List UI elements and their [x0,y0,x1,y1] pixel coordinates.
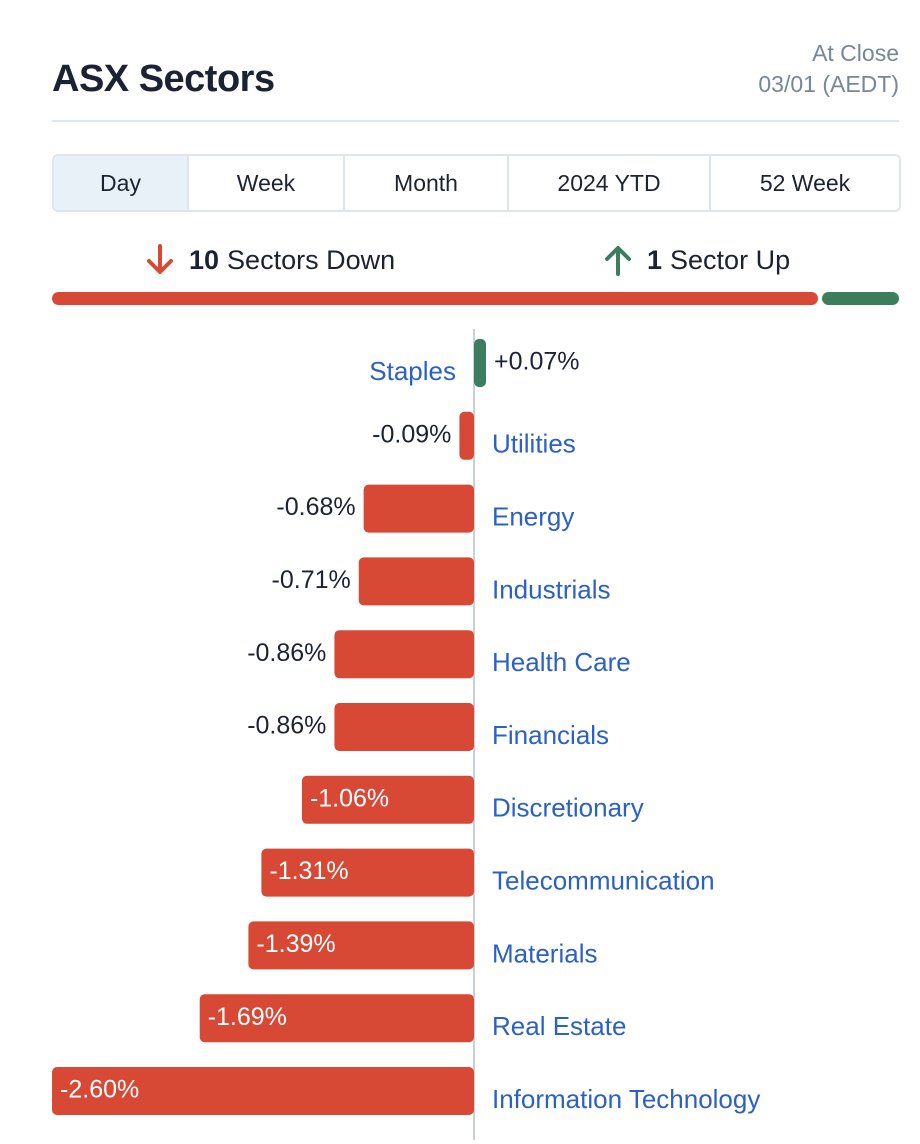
value-label: -1.39% [256,930,335,958]
sector-link[interactable]: Telecommunication [492,865,715,895]
sector-bar [358,557,474,606]
sector-link[interactable]: Information Technology [492,1084,760,1114]
arrow-up-icon [605,246,631,276]
tab-52-week[interactable]: 52 Week [759,170,851,196]
up-label: Sector Up [670,244,791,275]
sector-bar [52,1067,475,1115]
sector-row: -1.69% Real Estate [199,994,626,1043]
page-title: ASX Sectors [52,58,275,100]
sector-bar [334,630,474,679]
sector-bar [301,775,474,824]
up-count: 1 [647,244,663,275]
breadth-bar-up [822,292,899,305]
sector-bar [261,848,474,897]
sector-row: -1.06% Discretionary [301,775,644,824]
value-label: -0.86% [247,712,326,740]
market-status: At Close 03/01 (AEDT) [758,38,899,100]
status-line-1: At Close [812,40,899,66]
down-count: 10 [189,244,220,275]
value-label: -1.69% [208,1003,287,1031]
chart-header: ASX Sectors At Close 03/01 (AEDT) [52,36,899,122]
arrow-down-icon [147,244,173,274]
sector-link[interactable]: Energy [492,501,574,531]
sector-link[interactable]: Staples [369,356,456,386]
tab-month[interactable]: Month [345,156,509,210]
sector-row: -0.71% Industrials [272,557,611,606]
sector-row: -1.39% Materials [248,921,597,970]
sector-row: -0.86% Health Care [247,630,631,679]
sector-bar [474,339,486,387]
sector-bar [248,921,474,970]
value-label: -1.31% [269,857,348,885]
sector-link[interactable]: Financials [492,720,609,750]
sector-row: -2.60% Information Technology [52,1067,760,1115]
tab-week[interactable]: Week [189,156,345,210]
sector-link[interactable]: Utilities [492,429,576,459]
sector-row: -0.09% Utilities [372,411,576,460]
sectors-down-summary: 10 Sectors Down [145,238,395,282]
sector-bar-chart: +0.07% Staples -0.09% Utilities -0.68% Energy… [52,329,760,1140]
sector-link[interactable]: Real Estate [492,1011,626,1041]
sector-row: +0.07% Staples [369,339,580,387]
sector-link[interactable]: Industrials [492,574,611,604]
sector-bar [199,994,474,1043]
value-label: -0.86% [247,639,326,667]
breadth-bar-down [52,292,819,305]
sector-link[interactable]: Health Care [492,647,631,677]
sector-row: -0.68% Energy [276,484,574,533]
sector-bar [459,411,474,460]
sector-bar [363,484,474,533]
value-label: +0.07% [494,348,580,376]
sector-bar [334,703,474,751]
sector-link[interactable]: Discretionary [492,793,644,823]
tab-day[interactable]: Day [54,156,189,210]
down-label: Sectors Down [227,244,396,275]
value-label: -0.09% [372,420,451,448]
sector-row: -1.31% Telecommunication [261,848,715,897]
sector-row: -0.86% Financials [247,703,609,751]
value-label: -0.68% [276,493,355,521]
tab-ytd[interactable]: 2024 YTD [509,156,711,210]
value-label: -2.60% [60,1076,139,1104]
status-date: 03/01 (AEDT) [758,71,899,97]
value-label: -1.06% [310,784,389,812]
sectors-up-summary: 1 Sector Up [603,238,790,282]
sector-link[interactable]: Materials [492,938,597,968]
value-label: -0.71% [272,566,351,594]
period-tabs: Day Week Month 2024 YTD 52 Week [52,154,901,212]
